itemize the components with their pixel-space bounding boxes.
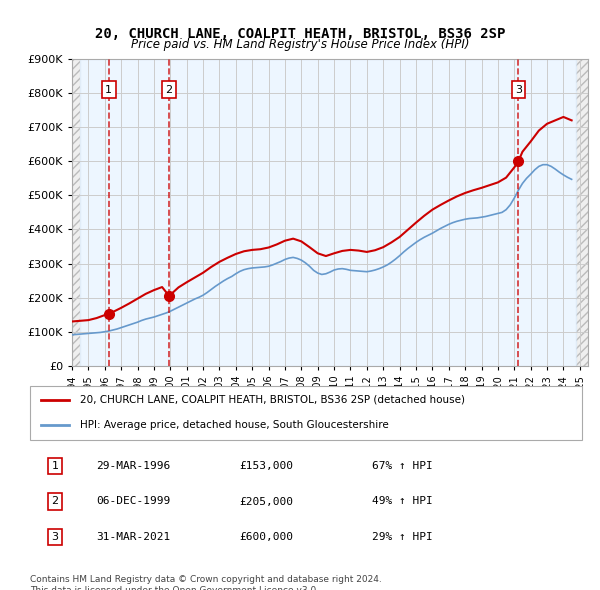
Text: 3: 3 xyxy=(52,532,58,542)
Text: 2: 2 xyxy=(166,85,173,94)
Text: 3: 3 xyxy=(515,85,522,94)
Text: Contains HM Land Registry data © Crown copyright and database right 2024.
This d: Contains HM Land Registry data © Crown c… xyxy=(30,575,382,590)
Text: 67% ↑ HPI: 67% ↑ HPI xyxy=(372,461,433,471)
Bar xyxy=(72,59,80,366)
Text: 49% ↑ HPI: 49% ↑ HPI xyxy=(372,497,433,506)
Text: Price paid vs. HM Land Registry's House Price Index (HPI): Price paid vs. HM Land Registry's House … xyxy=(131,38,469,51)
Text: £205,000: £205,000 xyxy=(240,497,294,506)
Text: £600,000: £600,000 xyxy=(240,532,294,542)
Text: 1: 1 xyxy=(52,461,58,471)
Bar xyxy=(576,59,588,366)
Text: 1: 1 xyxy=(105,85,112,94)
Text: HPI: Average price, detached house, South Gloucestershire: HPI: Average price, detached house, Sout… xyxy=(80,419,388,430)
Text: 29-MAR-1996: 29-MAR-1996 xyxy=(96,461,170,471)
Text: £153,000: £153,000 xyxy=(240,461,294,471)
Bar xyxy=(576,59,588,366)
Text: 29% ↑ HPI: 29% ↑ HPI xyxy=(372,532,433,542)
FancyBboxPatch shape xyxy=(30,386,582,440)
Text: 06-DEC-1999: 06-DEC-1999 xyxy=(96,497,170,506)
Text: 31-MAR-2021: 31-MAR-2021 xyxy=(96,532,170,542)
Text: 20, CHURCH LANE, COALPIT HEATH, BRISTOL, BS36 2SP (detached house): 20, CHURCH LANE, COALPIT HEATH, BRISTOL,… xyxy=(80,395,464,405)
Bar xyxy=(72,59,80,366)
Bar xyxy=(80,59,576,366)
Text: 20, CHURCH LANE, COALPIT HEATH, BRISTOL, BS36 2SP: 20, CHURCH LANE, COALPIT HEATH, BRISTOL,… xyxy=(95,27,505,41)
Text: 2: 2 xyxy=(51,497,58,506)
